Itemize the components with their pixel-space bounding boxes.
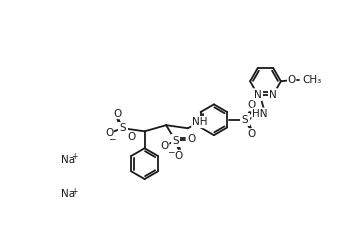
Text: +: +	[72, 152, 78, 161]
Text: +: +	[72, 187, 78, 196]
Text: NH: NH	[192, 117, 208, 127]
Text: O: O	[174, 151, 183, 161]
Text: HN: HN	[252, 109, 268, 119]
Text: Na: Na	[61, 155, 76, 165]
Text: O: O	[247, 100, 256, 110]
Text: O: O	[187, 134, 196, 144]
Text: N: N	[254, 90, 262, 100]
Text: CH₃: CH₃	[303, 75, 322, 85]
Text: N: N	[269, 90, 277, 100]
Text: N: N	[269, 90, 277, 100]
Text: O: O	[113, 109, 122, 119]
Text: −: −	[109, 134, 116, 143]
Text: O: O	[127, 133, 136, 142]
Text: S: S	[120, 123, 126, 133]
Text: Na: Na	[61, 189, 76, 200]
Text: O: O	[247, 129, 256, 139]
Text: −: −	[167, 148, 174, 157]
Text: O: O	[105, 128, 113, 138]
Text: N: N	[254, 90, 262, 100]
Text: O: O	[161, 141, 169, 151]
Text: S: S	[172, 136, 179, 146]
Text: O: O	[288, 75, 296, 85]
Text: S: S	[242, 115, 248, 125]
